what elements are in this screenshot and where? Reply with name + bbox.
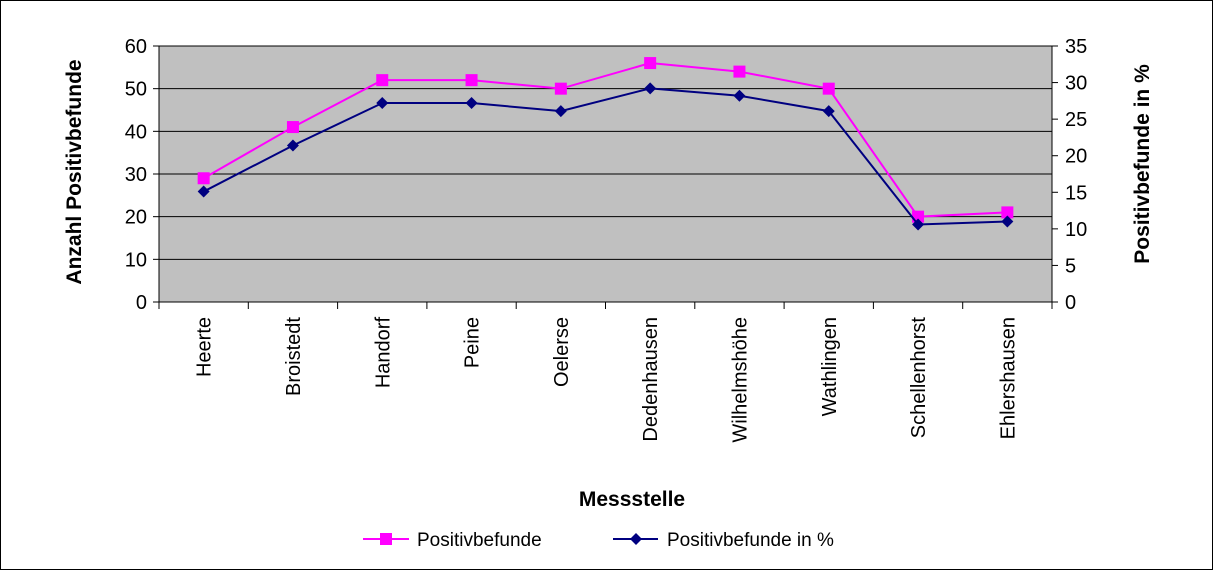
y2-tick-label: 35 [1065,36,1087,58]
data-point-positivbefunde [733,65,746,78]
x-tick-label: Peine [462,317,484,368]
legend-diamond-marker [630,533,642,545]
plot-layer [159,45,1052,302]
x-tick-label: Oelerse [551,317,573,387]
y2-axis-title: Positivbefunde in % [1131,64,1154,264]
legend-item-positivbefunde-prozent: Positivbefunde in % [613,530,834,551]
x-tick-label: Dedenhausen [640,317,662,442]
data-point-positivbefunde [286,121,299,134]
data-point-positivbefunde [376,74,389,87]
data-point-positivbefunde [644,57,657,70]
y2-tick-label: 30 [1065,73,1087,95]
y2-tick-label: 5 [1065,255,1076,277]
data-point-positivbefunde [197,172,210,185]
y-tick-label: 0 [136,292,147,314]
data-point-positivbefunde-prozent [465,97,478,110]
y2-tick-label: 10 [1065,219,1087,241]
y2-tick-label: 20 [1065,146,1087,168]
x-tick-label: Ehlershausen [997,317,1019,439]
y-tick-label: 30 [125,164,147,186]
x-tick-label: Wilhelmshöhe [729,317,751,443]
data-point-positivbefunde-prozent [1001,215,1014,228]
y-tick-label: 60 [125,36,147,58]
legend-label-positivbefunde-prozent: Positivbefunde in % [667,530,834,551]
axes-layer [153,45,1058,309]
y2-tick-label: 15 [1065,182,1087,204]
x-tick-label: Broistedt [283,317,305,396]
x-tick-label: Schellenhorst [908,317,930,439]
data-point-positivbefunde-prozent [912,218,925,231]
x-tick-label: Heerte [194,317,216,377]
labels-layer: 0 10 20 30 40 50 60 0 5 10 15 20 25 30 35 Heerte Broiste… [125,36,1088,443]
data-point-positivbefunde-prozent [733,89,746,102]
y-axis-title: Anzahl Positivbefunde [63,59,86,284]
data-point-positivbefunde-prozent [286,139,299,152]
series-line-positivbefunde-prozent [203,87,1008,226]
legend-item-positivbefunde: Positivbefunde [363,530,542,551]
data-point-positivbefunde-prozent [376,97,389,110]
legend-square-marker [380,533,392,545]
legend-label-positivbefunde: Positivbefunde [417,530,542,551]
y2-tick-label: 25 [1065,109,1087,131]
y-tick-label: 50 [125,79,147,101]
data-point-positivbefunde-prozent [197,185,210,198]
y2-tick-label: 0 [1065,292,1076,314]
data-point-positivbefunde-prozent [822,105,835,118]
data-point-positivbefunde [1001,206,1014,219]
data-point-positivbefunde [554,82,567,95]
x-tick-label: Wathlingen [819,317,841,416]
data-point-positivbefunde [465,74,478,87]
series-line-positivbefunde [203,62,1008,218]
y-tick-label: 20 [125,207,147,229]
x-tick-label: Handorf [372,317,394,389]
y-tick-label: 10 [125,249,147,271]
data-point-positivbefunde-prozent [644,82,657,95]
series-layer [197,57,1014,231]
data-point-positivbefunde [822,82,835,95]
legend: Positivbefunde Positivbefunde in % [363,530,834,551]
data-point-positivbefunde-prozent [554,105,567,118]
y-tick-label: 40 [125,121,147,143]
x-axis-title: Messstelle [579,488,685,511]
